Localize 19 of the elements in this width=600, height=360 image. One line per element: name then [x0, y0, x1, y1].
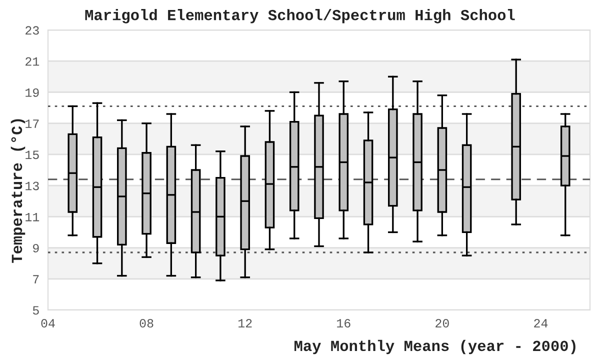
y-tick-label: 17 [26, 120, 39, 128]
y-tick-label: 21 [26, 57, 40, 66]
y-tick-label: 23 [26, 26, 39, 35]
y-tick-label: 15 [26, 150, 39, 160]
y-axis-title: Temperature (°C) [10, 119, 26, 263]
y-tick-label: 9 [33, 244, 39, 252]
y-tick-label: 7 [33, 275, 39, 284]
x-tick-label: 24 [534, 319, 548, 328]
chart-title: Marigold Elementary School/Spectrum High School [85, 9, 515, 24]
y-tick-label: 13 [26, 182, 39, 190]
x-axis-title: May Monthly Means (year - 2000) [294, 340, 576, 354]
y-tick-label: 5 [32, 306, 39, 315]
y-tick-label: 11 [26, 212, 40, 222]
x-tick-label: 12 [238, 319, 252, 328]
y-tick-label: 19 [26, 88, 39, 97]
x-tick-label: 08 [140, 319, 154, 328]
x-tick-label: 20 [436, 319, 449, 328]
x-tick-label: 16 [337, 319, 350, 328]
x-tick-label: 04 [41, 319, 55, 328]
